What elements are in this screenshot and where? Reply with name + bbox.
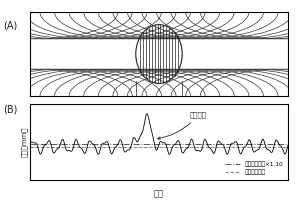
平均焊道宽度 [54,146,58,148]
Y-axis label: 宽度（mm）: 宽度（mm） [21,127,27,157]
Text: (B): (B) [3,104,17,114]
Text: 位置: 位置 [154,189,164,198]
Text: 0.05mmt: 0.05mmt [184,114,212,119]
平均焊道宽度×1.10 [28,143,32,145]
平均焊道宽度×1.10 [54,143,58,145]
Legend: 平均焊道宽度×1.10, 平均焊道宽度: 平均焊道宽度×1.10, 平均焊道宽度 [224,160,285,177]
Text: 异常焊珠: 异常焊珠 [158,111,207,140]
平均焊道宽度 [28,146,32,148]
Text: (A): (A) [3,20,17,30]
